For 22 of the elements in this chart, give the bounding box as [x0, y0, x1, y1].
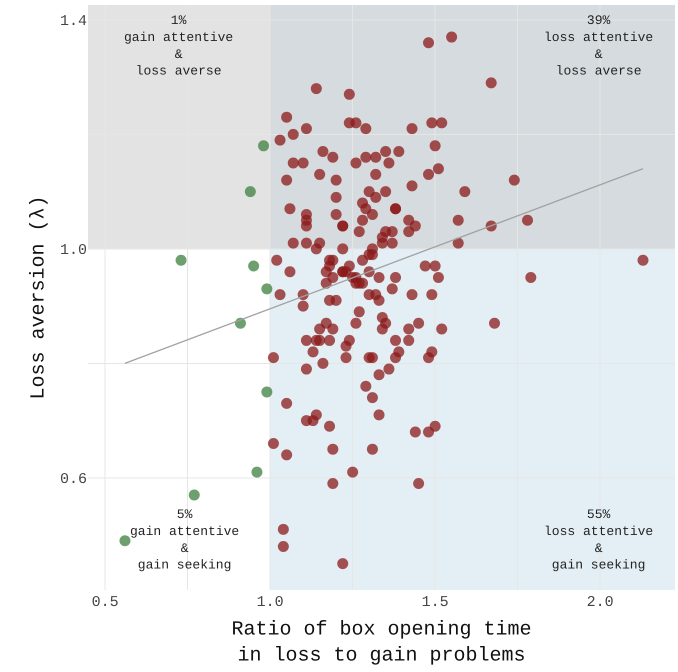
x-tick-label: 0.5	[92, 594, 119, 611]
annotation: 5% gain attentive & gain seeking	[130, 507, 240, 573]
point	[248, 260, 260, 272]
x-tick-label: 1.5	[422, 594, 449, 611]
y-axis-title: Loss aversion (λ)	[27, 195, 50, 400]
y-tick-label: 0.6	[60, 471, 87, 488]
point	[176, 254, 187, 266]
point	[261, 283, 272, 294]
point	[251, 466, 262, 478]
y-tick-label: 1.0	[60, 242, 87, 260]
point	[188, 489, 200, 500]
annotation: 55% loss attentive & gain seeking	[544, 507, 654, 573]
annotation: 1% gain attentive & loss averse	[124, 13, 234, 79]
annotation: 39% loss attentive & loss averse	[544, 13, 654, 79]
x-axis-title: Ratio of box opening time in loss to gain problems	[231, 618, 532, 668]
point	[258, 140, 270, 152]
x-tick-label: 2.0	[586, 594, 614, 611]
y-tick-label: 1.4	[60, 13, 87, 30]
point	[119, 535, 130, 546]
point	[244, 186, 256, 198]
point	[261, 386, 272, 398]
x-tick-label: 1.0	[256, 594, 284, 611]
